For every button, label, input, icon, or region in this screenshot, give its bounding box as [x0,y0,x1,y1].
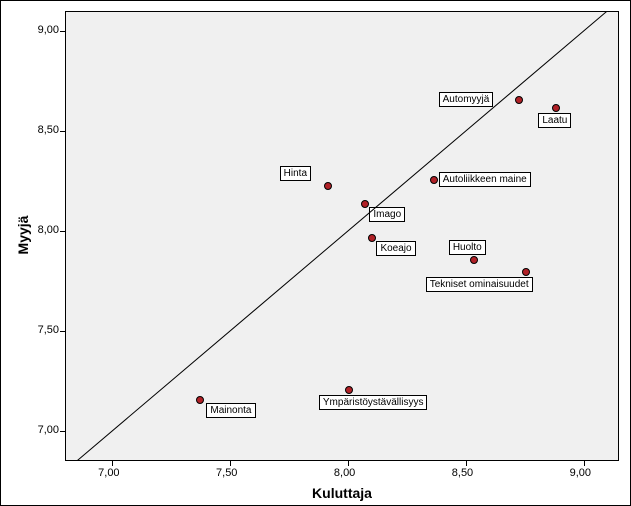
x-tick-mark [348,461,349,466]
data-point [368,234,376,242]
y-tick-mark [60,431,65,432]
data-point [361,200,369,208]
data-point-label: Automyyjä [439,92,494,107]
x-tick-label: 7,50 [216,467,237,479]
data-point-label: Autoliikkeen maine [439,172,531,187]
y-tick-mark [60,231,65,232]
data-point-label: Mainonta [206,403,255,418]
x-tick-mark [230,461,231,466]
y-tick-mark [60,131,65,132]
x-tick-mark [584,461,585,466]
x-tick-mark [112,461,113,466]
y-tick-mark [60,31,65,32]
y-axis-label: Myyjä [15,10,31,460]
data-point-label: Tekniset ominaisuudet [426,277,533,292]
data-point [522,268,530,276]
data-point [430,176,438,184]
data-point [345,386,353,394]
x-tick-label: 8,00 [334,467,355,479]
data-point-label: Laatu [538,113,571,128]
y-tick-mark [60,331,65,332]
x-tick-mark [466,461,467,466]
data-point-label: Imago [369,207,405,222]
data-point [324,182,332,190]
x-tick-label: 9,00 [570,467,591,479]
data-point-label: Koeajo [376,241,415,256]
x-tick-label: 8,50 [452,467,473,479]
data-point [515,96,523,104]
x-tick-label: 7,00 [98,467,119,479]
plot-area: Mainonta Ympäristöystävällisyys Hinta Imago… [65,11,619,461]
data-point-label: Huolto [449,240,486,255]
data-point-label: Hinta [280,166,311,181]
data-point [470,256,478,264]
data-point [552,104,560,112]
data-point [196,396,204,404]
x-axis-label: Kuluttaja [65,485,619,501]
scatter-chart: Mainonta Ympäristöystävällisyys Hinta Imago… [0,0,631,506]
data-point-label: Ympäristöystävällisyys [319,395,428,410]
